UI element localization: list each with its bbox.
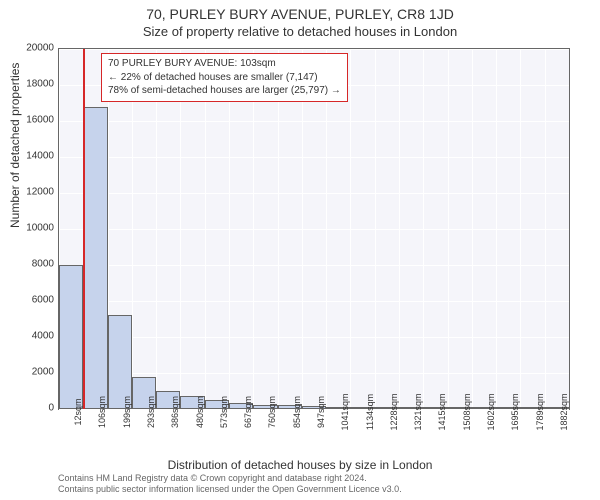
gridline-h <box>59 373 569 374</box>
gridline-h <box>59 49 569 50</box>
xtick-label: 667sqm <box>243 396 253 428</box>
xtick-label: 760sqm <box>267 396 277 428</box>
histogram-bar <box>83 107 107 409</box>
gridline-h <box>59 157 569 158</box>
xtick-label: 1508sqm <box>462 393 472 430</box>
gridline-v <box>423 49 424 409</box>
xtick-label: 854sqm <box>292 396 302 428</box>
gridline-v <box>302 49 303 409</box>
xtick-label: 947sqm <box>316 396 326 428</box>
gridline-h <box>59 121 569 122</box>
ytick-label: 2000 <box>14 367 54 378</box>
property-marker-line <box>83 49 85 409</box>
annotation-line-2: ← 22% of detached houses are smaller (7,… <box>108 71 341 85</box>
xtick-label: 1602sqm <box>486 393 496 430</box>
plot-area: 70 PURLEY BURY AVENUE: 103sqm← 22% of de… <box>58 48 570 410</box>
gridline-v <box>132 49 133 409</box>
xtick-label: 1041sqm <box>340 393 350 430</box>
xtick-label: 480sqm <box>195 396 205 428</box>
gridline-v <box>448 49 449 409</box>
chart-container: 70, PURLEY BURY AVENUE, PURLEY, CR8 1JD … <box>0 0 600 500</box>
gridline-v <box>180 49 181 409</box>
ytick-label: 4000 <box>14 331 54 342</box>
ytick-label: 20000 <box>14 43 54 54</box>
xtick-label: 573sqm <box>219 396 229 428</box>
ytick-label: 10000 <box>14 223 54 234</box>
xtick-label: 1321sqm <box>413 393 423 430</box>
xtick-label: 1882sqm <box>559 393 569 430</box>
histogram-bar <box>108 315 132 409</box>
histogram-bar <box>59 265 83 409</box>
xtick-label: 199sqm <box>122 396 132 428</box>
xtick-label: 1228sqm <box>389 393 399 430</box>
xtick-label: 293sqm <box>146 396 156 428</box>
footer-attribution: Contains HM Land Registry data © Crown c… <box>58 473 402 496</box>
xtick-label: 1134sqm <box>365 394 375 430</box>
xtick-label: 1415sqm <box>437 393 447 430</box>
gridline-v <box>156 49 157 409</box>
gridline-v <box>278 49 279 409</box>
annotation-box: 70 PURLEY BURY AVENUE: 103sqm← 22% of de… <box>101 53 348 102</box>
ytick-label: 14000 <box>14 151 54 162</box>
gridline-v <box>399 49 400 409</box>
annotation-line-3: 78% of semi-detached houses are larger (… <box>108 84 341 98</box>
xtick-label: 106sqm <box>97 396 107 428</box>
ytick-label: 8000 <box>14 259 54 270</box>
gridline-v <box>229 49 230 409</box>
ytick-label: 12000 <box>14 187 54 198</box>
ytick-label: 16000 <box>14 115 54 126</box>
gridline-h <box>59 265 569 266</box>
gridline-v <box>496 49 497 409</box>
gridline-v <box>205 49 206 409</box>
gridline-v <box>350 49 351 409</box>
ytick-label: 18000 <box>14 79 54 90</box>
annotation-line-1: 70 PURLEY BURY AVENUE: 103sqm <box>108 57 341 71</box>
chart-subtitle: Size of property relative to detached ho… <box>0 22 600 39</box>
gridline-v <box>253 49 254 409</box>
xtick-label: 1789sqm <box>535 393 545 430</box>
chart-title: 70, PURLEY BURY AVENUE, PURLEY, CR8 1JD <box>0 0 600 22</box>
gridline-v <box>472 49 473 409</box>
xtick-label: 386sqm <box>170 396 180 428</box>
gridline-v <box>326 49 327 409</box>
gridline-h <box>59 229 569 230</box>
ytick-label: 6000 <box>14 295 54 306</box>
gridline-h <box>59 337 569 338</box>
footer-line-1: Contains HM Land Registry data © Crown c… <box>58 473 402 485</box>
xtick-label: 12sqm <box>73 398 83 425</box>
gridline-h <box>59 301 569 302</box>
x-axis-label: Distribution of detached houses by size … <box>0 458 600 472</box>
footer-line-2: Contains public sector information licen… <box>58 484 402 496</box>
gridline-v <box>545 49 546 409</box>
gridline-v <box>520 49 521 409</box>
ytick-label: 0 <box>14 403 54 414</box>
gridline-v <box>375 49 376 409</box>
xtick-label: 1695sqm <box>510 393 520 430</box>
gridline-h <box>59 193 569 194</box>
